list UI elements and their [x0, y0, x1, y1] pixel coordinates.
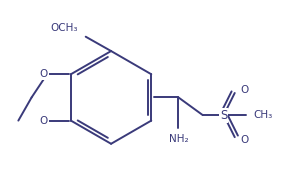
Text: O: O: [40, 69, 48, 79]
Text: O: O: [240, 85, 248, 95]
Text: OCH₃: OCH₃: [51, 23, 78, 33]
Text: CH₃: CH₃: [254, 110, 273, 120]
Text: O: O: [40, 116, 48, 126]
Text: O: O: [240, 135, 248, 145]
Text: NH₂: NH₂: [169, 134, 188, 144]
Text: S: S: [220, 109, 227, 122]
